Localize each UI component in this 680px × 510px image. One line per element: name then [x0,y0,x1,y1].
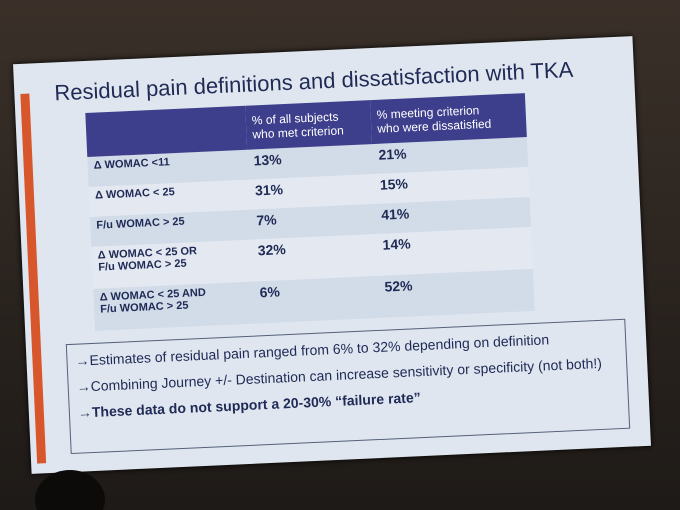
header-cell: % of all subjects who met criterion [245,100,373,150]
cell-value: 52% [384,277,413,295]
table: % of all subjects who met criterion% meet… [85,93,535,331]
label-line: F/u WOMAC > 25 [96,215,185,232]
accent-bar [20,93,47,464]
bullet-box: →Estimates of residual pain ranged from … [65,318,631,455]
row-label: Δ WOMAC < 25 AND F/u WOMAC > 25 [93,282,255,331]
cell-value: 32% [257,241,287,259]
header-cell [85,105,248,157]
row-label: Δ WOMAC < 25 OR F/u WOMAC > 25 [91,240,253,289]
table-body: Δ WOMAC <11 13% 21% Δ WOMAC < 25 31% 15% F/u W… [87,137,535,331]
cell-value: 14% [382,235,411,253]
cell-value: 6% [259,283,281,301]
slide: Residual pain definitions and dissatisfa… [13,36,651,474]
label-line: Δ WOMAC < 25 [94,186,175,202]
header-cell: % meeting criterion who were dissatisfied [370,93,527,145]
audience-head [35,470,105,510]
label-line: Δ WOMAC <11 [93,156,170,172]
